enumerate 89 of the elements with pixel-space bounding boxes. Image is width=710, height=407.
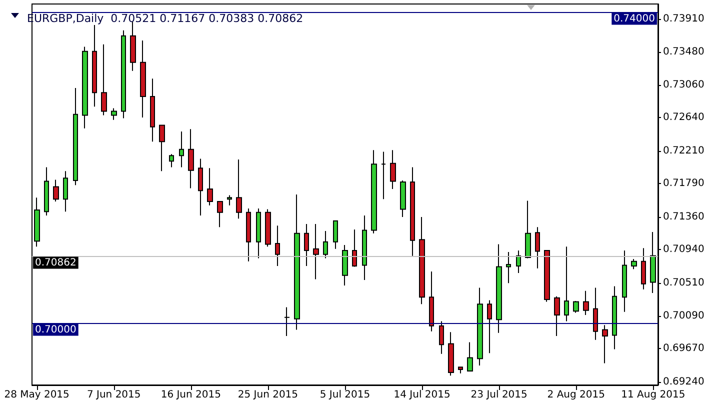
candlestick (140, 40, 146, 118)
candlestick (448, 332, 454, 376)
ref-line-label: 0.74000 (614, 13, 655, 24)
candlestick (323, 230, 328, 259)
y-tick-label: 0.70090 (663, 310, 704, 322)
x-tick-label: 28 May 2015 (4, 390, 70, 400)
candlestick (227, 194, 232, 206)
candlestick (34, 197, 40, 248)
candlestick (53, 179, 59, 202)
candlestick (256, 208, 261, 259)
candlestick (419, 216, 425, 305)
candlestick (169, 154, 174, 168)
x-tick-label: 5 Jul 2015 (320, 390, 370, 400)
y-tick-label: 0.71360 (663, 212, 704, 223)
candlestick (381, 151, 386, 200)
candlestick (593, 287, 598, 340)
candlestick (275, 225, 280, 267)
x-tick-label: 2 Aug 2015 (547, 390, 605, 400)
candlestick (313, 224, 319, 280)
x-tick-label: 16 Jun 2015 (160, 390, 221, 400)
y-tick-label: 0.72640 (663, 112, 704, 124)
x-tick-label: 25 Jun 2015 (238, 390, 298, 400)
candlestick (63, 170, 68, 212)
y-tick-label: 0.69240 (663, 376, 704, 388)
candlestick (333, 220, 338, 250)
candlestick (73, 87, 78, 186)
candlestick (304, 224, 309, 267)
candlestick (265, 208, 271, 248)
candlestick (390, 150, 396, 190)
candlestick (410, 166, 415, 256)
y-tick-label: 0.69670 (663, 342, 704, 354)
candlestick (477, 287, 483, 366)
candlestick (650, 232, 656, 294)
candlestick (111, 108, 117, 120)
candlestick (400, 180, 406, 218)
candlestick (602, 324, 608, 364)
y-tick-label: 0.73060 (663, 79, 704, 90)
candlestick (525, 200, 531, 259)
candlestick (179, 131, 184, 168)
candlestick (342, 244, 348, 286)
candlestick (246, 208, 251, 262)
candlestick (467, 342, 473, 372)
y-tick-label: 0.73480 (663, 46, 704, 58)
candlestick (622, 250, 627, 312)
candlestick (92, 24, 97, 108)
x-tick-label: 14 Jul 2015 (394, 390, 450, 400)
candlestick (198, 158, 203, 216)
candlestick (82, 46, 88, 129)
candlestick (573, 300, 579, 314)
candlestick (371, 150, 377, 234)
candlestick (429, 270, 434, 332)
candlestick (130, 21, 136, 72)
candlestick (535, 226, 540, 269)
y-tick-label: 0.70510 (663, 278, 704, 289)
candlestick (284, 306, 290, 337)
candlestick (458, 366, 463, 374)
candlestick (236, 159, 242, 220)
candlestick (294, 194, 300, 330)
candlestick (641, 248, 646, 290)
candlestick (101, 44, 107, 116)
candlestick (544, 250, 550, 302)
candlestick (564, 246, 569, 322)
candlestick (150, 78, 155, 142)
candlestick (612, 286, 617, 350)
candlestick (188, 128, 194, 189)
candlestick (207, 168, 213, 206)
candlestick (159, 124, 165, 172)
y-tick-label: 0.72210 (663, 145, 704, 156)
candlestick (496, 244, 502, 334)
y-tick-label: 0.73910 (663, 13, 704, 24)
y-tick-label: 0.71790 (663, 178, 704, 190)
candlestick (516, 250, 521, 274)
candlestick (631, 258, 637, 270)
candlestick (487, 300, 492, 354)
candlestick (583, 290, 589, 316)
candlestick (121, 30, 126, 119)
candlestick (352, 228, 357, 268)
ref-line-label: 0.70000 (35, 324, 76, 336)
candlestick (44, 166, 49, 216)
x-tick-label: 23 Jul 2015 (470, 390, 528, 400)
candlestick (554, 296, 560, 337)
x-tick-label: 11 Aug 2015 (621, 390, 686, 400)
y-tick-label: 0.70940 (663, 244, 704, 256)
candlestick (506, 252, 511, 284)
candlestick (217, 201, 223, 228)
candlestick (362, 214, 367, 281)
x-tick-label: 7 Jun 2015 (86, 390, 141, 400)
ref-line-label: 0.70862 (35, 257, 76, 268)
candlestick (439, 320, 444, 354)
